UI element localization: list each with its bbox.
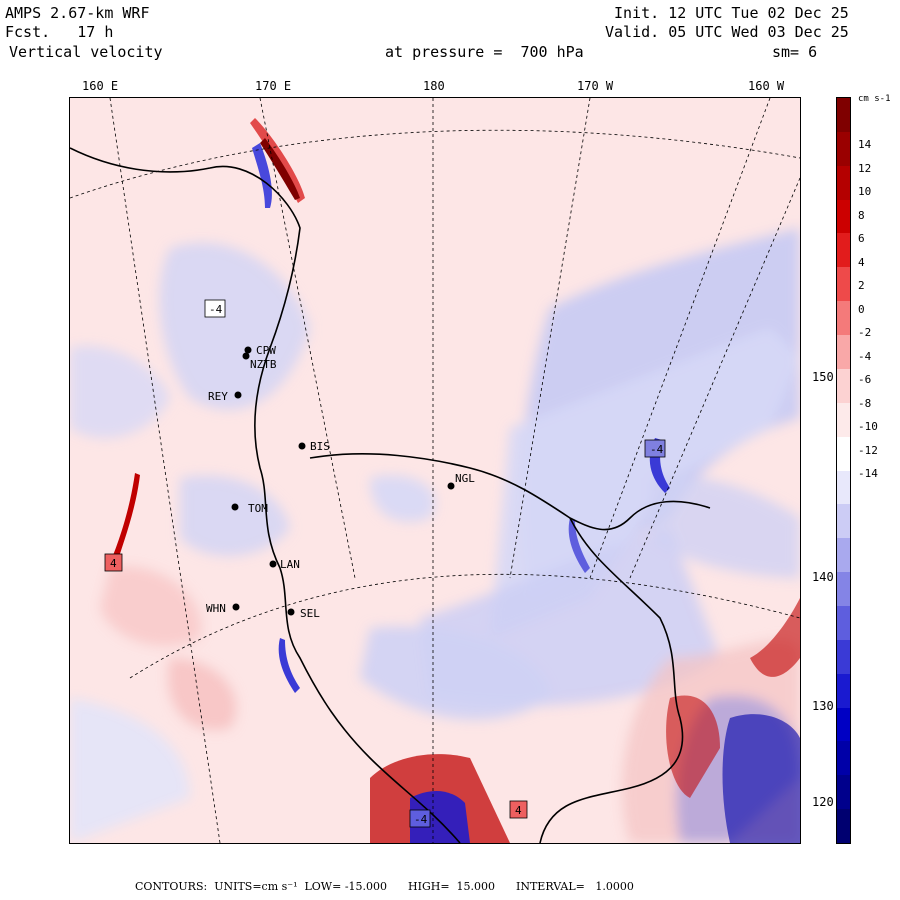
svg-text:-4: -4 bbox=[650, 443, 664, 456]
map-panel: CPW NZTB REY BIS NGL bbox=[69, 97, 801, 844]
colorbar-tick-label: -4 bbox=[858, 349, 872, 363]
map-canvas: CPW NZTB REY BIS NGL bbox=[70, 98, 800, 843]
colorbar-segment bbox=[837, 98, 850, 133]
stations: CPW NZTB REY BIS NGL bbox=[206, 344, 475, 620]
lon-label-180: 180 bbox=[423, 79, 445, 93]
station-lan[interactable]: LAN bbox=[269, 558, 300, 571]
colorbar-segment bbox=[837, 131, 850, 167]
colorbar-segment bbox=[837, 673, 850, 709]
colorbar-segment bbox=[837, 199, 850, 234]
smoothing-value: sm= 6 bbox=[772, 43, 818, 61]
colorbar-segment bbox=[837, 538, 850, 573]
extrema-box-4: 4 bbox=[509, 800, 528, 819]
svg-text:CPW: CPW bbox=[256, 344, 276, 357]
colorbar-tick-label: 6 bbox=[858, 232, 865, 245]
colorbar-segment bbox=[837, 741, 850, 776]
colorbar-tick-label: 0 bbox=[858, 302, 865, 316]
colorbar-segment bbox=[837, 605, 850, 641]
svg-text:-4: -4 bbox=[414, 813, 428, 826]
contour-info: CONTOURS: UNITS=cm s⁻¹ LOW= -15.000 HIGH… bbox=[135, 880, 634, 893]
station-nztb[interactable]: NZTB bbox=[242, 352, 277, 372]
svg-text:REY: REY bbox=[208, 390, 228, 403]
station-bis[interactable]: BIS bbox=[298, 440, 330, 453]
colorbar-tick-label: -8 bbox=[858, 396, 872, 410]
colorbar-tick-label: -2 bbox=[858, 326, 872, 339]
colorbar-tick-label: 4 bbox=[858, 255, 865, 269]
colorbar-segment bbox=[837, 809, 850, 844]
colorbar bbox=[836, 97, 851, 844]
colorbar-segment bbox=[837, 775, 850, 810]
colorbar-segment bbox=[837, 639, 850, 675]
svg-text:NZTB: NZTB bbox=[250, 358, 277, 371]
lon-label-170e: 170 E bbox=[255, 79, 292, 93]
colorbar-segment bbox=[837, 368, 850, 404]
extrema-box-1: -4 bbox=[204, 299, 226, 318]
pressure-level: at pressure = 700 hPa bbox=[385, 43, 584, 61]
coastline bbox=[70, 147, 711, 843]
colorbar-tick-label: 12 bbox=[858, 161, 872, 175]
colorbar-tick-label: -14 bbox=[858, 467, 878, 480]
variable-name: Vertical velocity bbox=[9, 43, 163, 61]
svg-text:LAN: LAN bbox=[280, 558, 300, 571]
extrema-box-2: -4 bbox=[644, 439, 666, 458]
colorbar-tick-label: 8 bbox=[858, 208, 865, 222]
colorbar-segment bbox=[837, 402, 850, 438]
lon-label-170w: 170 W bbox=[577, 79, 614, 93]
colorbar-tick-label: 10 bbox=[858, 185, 872, 198]
colorbar-segment bbox=[837, 707, 850, 742]
svg-text:-4: -4 bbox=[209, 303, 223, 316]
colorbar-segment bbox=[837, 572, 850, 607]
colorbar-segment bbox=[837, 335, 850, 370]
forecast-hour: Fcst. 17 h bbox=[5, 23, 114, 41]
valid-time: Valid. 05 UTC Wed 03 Dec 25 bbox=[605, 23, 849, 41]
svg-text:TOM: TOM bbox=[248, 502, 268, 515]
colorbar-segment bbox=[837, 504, 850, 539]
svg-text:4: 4 bbox=[110, 557, 117, 570]
station-ngl[interactable]: NGL bbox=[447, 472, 476, 490]
colorbar-tick-label: 2 bbox=[858, 279, 865, 292]
extrema-markers: -4 -4 4 4 -4 bbox=[104, 299, 666, 828]
colorbar-tick-label: 14 bbox=[858, 138, 872, 151]
colorbar-segment bbox=[837, 301, 850, 336]
colorbar-segment bbox=[837, 267, 850, 302]
svg-text:WHN: WHN bbox=[206, 602, 226, 615]
station-rey[interactable]: REY bbox=[208, 390, 242, 403]
init-time: Init. 12 UTC Tue 02 Dec 25 bbox=[614, 4, 849, 22]
station-sel[interactable]: SEL bbox=[287, 607, 321, 620]
colorbar-unit: cm s-1 bbox=[858, 94, 891, 104]
colorbar-segment bbox=[837, 165, 850, 201]
colorbar-tick-label: -10 bbox=[858, 420, 878, 433]
svg-text:SEL: SEL bbox=[300, 607, 320, 620]
extrema-box-3: 4 bbox=[104, 553, 123, 572]
svg-text:4: 4 bbox=[515, 804, 522, 817]
svg-text:NGL: NGL bbox=[455, 472, 475, 485]
station-tom[interactable]: TOM bbox=[231, 502, 269, 515]
station-whn[interactable]: WHN bbox=[206, 602, 240, 615]
colorbar-segment bbox=[837, 470, 850, 505]
lon-label-160w: 160 W bbox=[748, 79, 785, 93]
extrema-box-5: -4 bbox=[409, 809, 431, 828]
station-cpw[interactable]: CPW bbox=[244, 344, 277, 357]
colorbar-segment bbox=[837, 233, 850, 268]
colorbar-segment bbox=[837, 436, 850, 471]
lon-label-160e: 160 E bbox=[82, 79, 119, 93]
svg-text:BIS: BIS bbox=[310, 440, 330, 453]
colorbar-tick-label: -6 bbox=[858, 373, 872, 386]
colorbar-tick-label: -12 bbox=[858, 443, 878, 457]
model-title: AMPS 2.67-km WRF bbox=[5, 4, 150, 22]
